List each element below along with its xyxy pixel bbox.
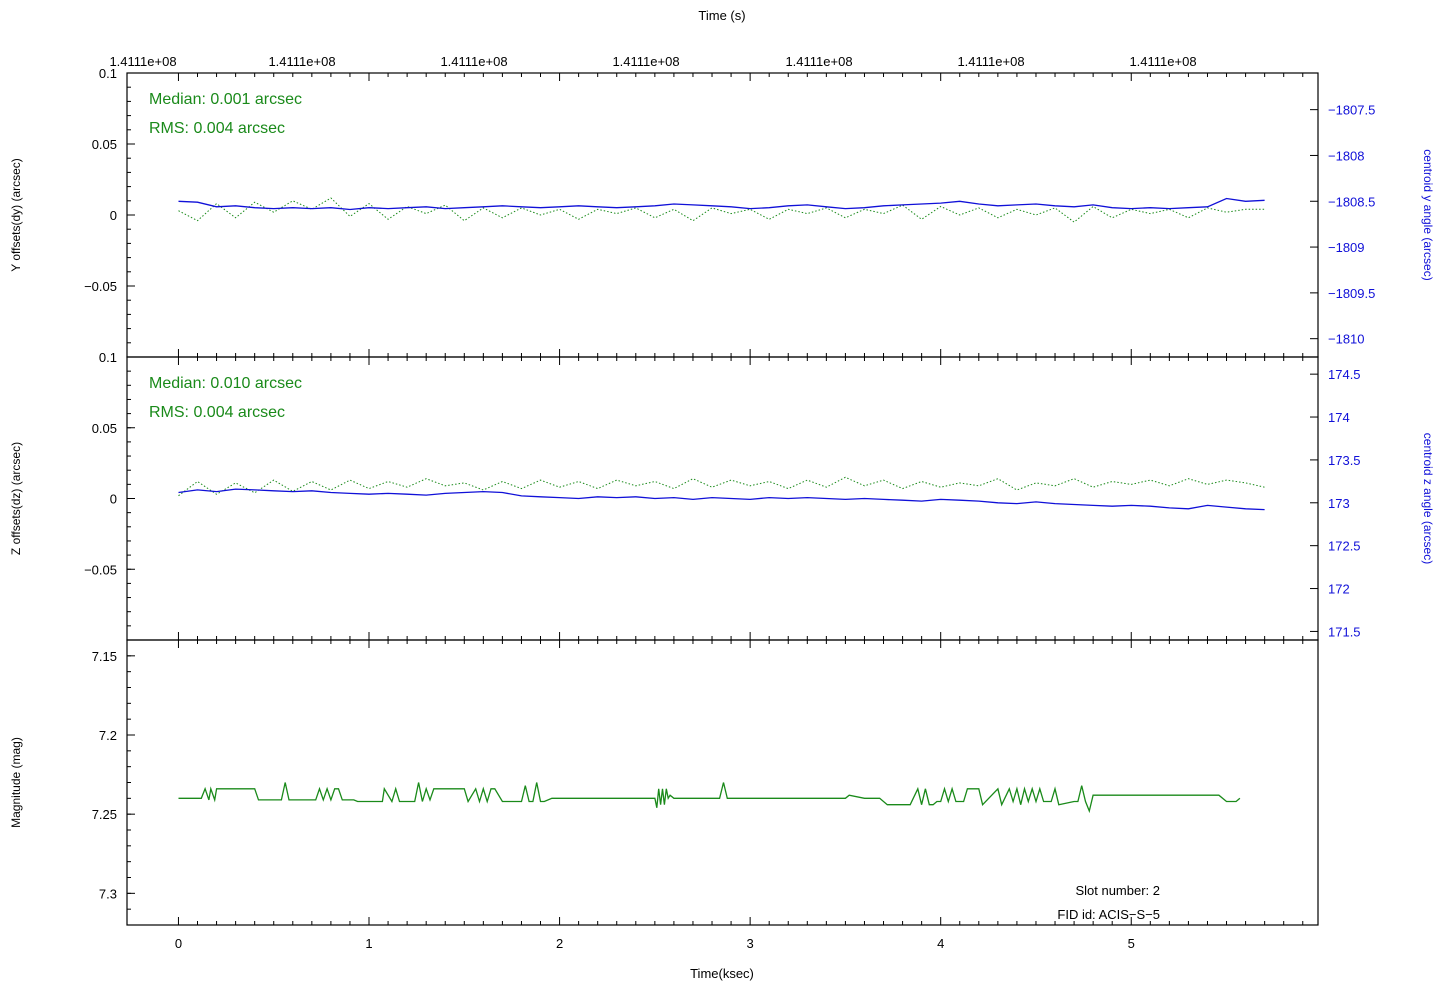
stats-text: RMS: 0.004 arcsec — [149, 404, 285, 421]
centroid-line — [178, 197, 1265, 211]
magnitude-line — [178, 782, 1241, 814]
bottom-tick-label: 4 — [937, 936, 944, 951]
stats-text: Median: 0.010 arcsec — [149, 375, 302, 392]
y-offsets-panel: 0.1 0.05 0 −0.05 Y offsets(dy) (arcsec) −1807… — [9, 66, 1435, 358]
y2-tick-label: 173 — [1328, 496, 1350, 511]
y2-tick-label: 172.5 — [1328, 539, 1361, 554]
y-tick-label: 0 — [110, 208, 117, 223]
bottom-axis-ticks: 0 1 2 3 4 5 — [175, 936, 1135, 951]
bottom-tick-label: 0 — [175, 936, 182, 951]
y-axis-label: Magnitude (mag) — [9, 737, 23, 828]
centroid-line — [178, 488, 1265, 511]
magnitude-panel: 7.15 7.2 7.25 7.3 Magnitude (mag) Slot number… — [9, 639, 1319, 926]
top-axis-ticks: 1.4111e+08 1.4111e+08 1.4111e+08 1.4111e+08… — [109, 54, 1196, 69]
annotation-text: Slot number: 2 — [1075, 883, 1160, 898]
y-tick-label: 0 — [110, 492, 117, 507]
y2-tick-label: −1810 — [1328, 332, 1365, 347]
y-tick-label: −0.05 — [84, 279, 117, 294]
bottom-axis-title: Time(ksec) — [690, 966, 754, 981]
bottom-tick-label: 1 — [365, 936, 372, 951]
y-axis-label: Z offsets(dz) (arcsec) — [9, 442, 23, 555]
stats-text: RMS: 0.004 arcsec — [149, 120, 285, 137]
y-tick-label: 0.05 — [92, 137, 117, 152]
y-tick-label: 7.15 — [92, 649, 117, 664]
top-tick-label: 1.4111e+08 — [268, 54, 335, 69]
annotation-text: FID id: ACIS−S−5 — [1057, 907, 1160, 922]
y2-tick-label: 174 — [1328, 410, 1350, 425]
y2-axis-label: centroid z angle (arcsec) — [1421, 433, 1435, 564]
top-tick-label: 1.4111e+08 — [1129, 54, 1196, 69]
stats-text: Median: 0.001 arcsec — [149, 91, 302, 108]
top-tick-label: 1.4111e+08 — [612, 54, 679, 69]
y2-tick-label: 174.5 — [1328, 367, 1361, 382]
y-tick-label: 0.1 — [99, 66, 117, 81]
bottom-tick-label: 5 — [1128, 936, 1135, 951]
top-tick-label: 1.4111e+08 — [440, 54, 507, 69]
y-axis-label: Y offsets(dy) (arcsec) — [9, 158, 23, 272]
y2-tick-label: −1809 — [1328, 240, 1365, 255]
y2-tick-label: 171.5 — [1328, 624, 1361, 639]
bottom-tick-label: 2 — [556, 936, 563, 951]
top-axis-title: Time (s) — [698, 8, 745, 23]
y2-tick-label: −1808.5 — [1328, 194, 1375, 209]
top-tick-label: 1.4111e+08 — [957, 54, 1024, 69]
offset-line — [178, 197, 1265, 223]
bottom-tick-label: 3 — [747, 936, 754, 951]
y2-axis-label: centroid y angle (arcsec) — [1421, 149, 1435, 280]
y2-tick-label: −1809.5 — [1328, 286, 1375, 301]
top-tick-label: 1.4111e+08 — [109, 54, 176, 69]
y-tick-label: 7.25 — [92, 807, 117, 822]
y2-tick-label: −1807.5 — [1328, 103, 1375, 118]
y2-tick-label: 172 — [1328, 582, 1350, 597]
y-tick-label: 0.1 — [99, 350, 117, 365]
y2-tick-label: −1808 — [1328, 148, 1365, 163]
y2-tick-label: 173.5 — [1328, 453, 1361, 468]
y-tick-label: 7.2 — [99, 728, 117, 743]
y-tick-label: −0.05 — [84, 562, 117, 577]
top-tick-label: 1.4111e+08 — [785, 54, 852, 69]
y-tick-label: 0.05 — [92, 421, 117, 436]
plot-frame — [126, 72, 1319, 358]
y-tick-label: 7.3 — [99, 886, 117, 901]
z-offsets-panel: 0.1 0.05 0 −0.05 Z offsets(dz) (arcsec) 174.5… — [9, 350, 1435, 641]
